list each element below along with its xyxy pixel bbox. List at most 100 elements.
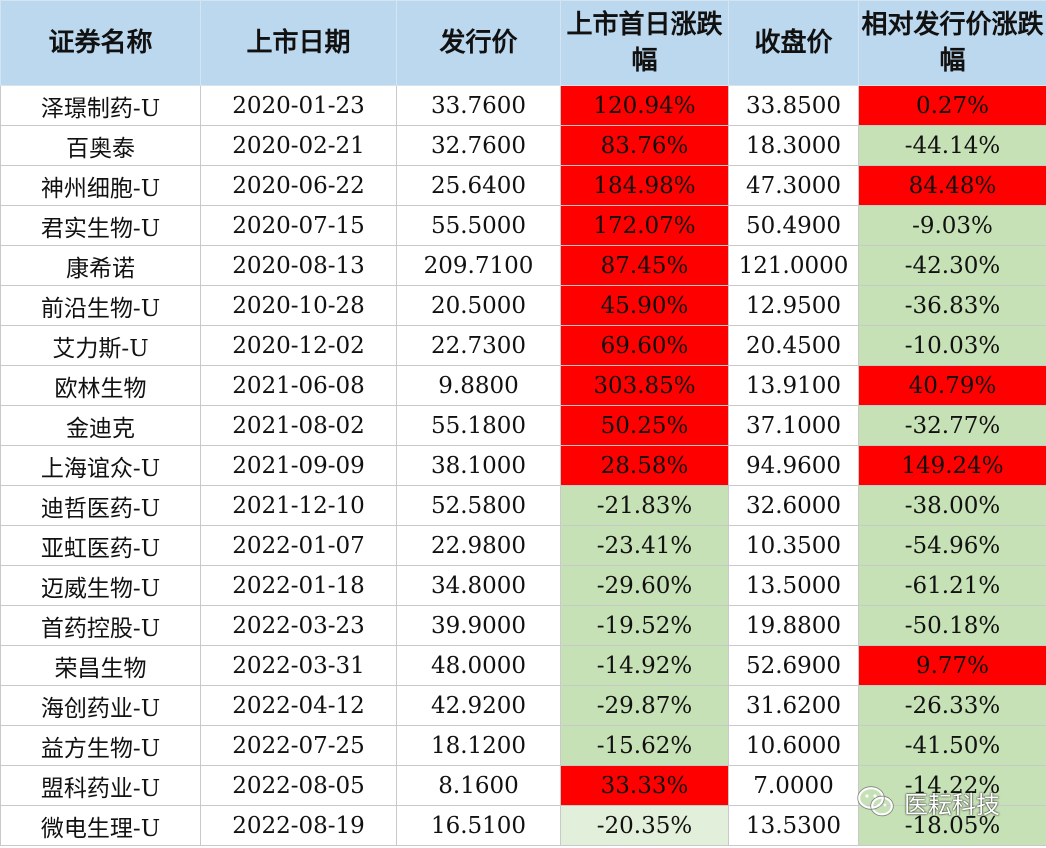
cell-first-day-change: 184.98% — [560, 165, 729, 206]
cell-close-price: 10.3500 — [728, 525, 859, 566]
cell-listing-date: 2022-08-05 — [200, 765, 397, 806]
cell-first-day-change: 172.07% — [560, 205, 729, 246]
cell-change-vs-issue: -36.83% — [858, 285, 1046, 326]
cell-security-name: 益方生物-U — [0, 725, 201, 766]
header-security-name: 证券名称 — [0, 0, 201, 86]
header-issue-price: 发行价 — [396, 0, 561, 86]
cell-close-price: 31.6200 — [728, 685, 859, 726]
cell-issue-price: 55.1800 — [396, 405, 561, 446]
cell-first-day-change: -21.83% — [560, 485, 729, 526]
header-close-price: 收盘价 — [728, 0, 859, 86]
cell-close-price: 50.4900 — [728, 205, 859, 246]
cell-security-name: 艾力斯-U — [0, 325, 201, 366]
cell-change-vs-issue: 84.48% — [858, 165, 1046, 206]
cell-security-name: 君实生物-U — [0, 205, 201, 246]
cell-change-vs-issue: -42.30% — [858, 245, 1046, 286]
header-first-day-change: 上市首日涨跌幅 — [560, 0, 729, 86]
cell-close-price: 10.6000 — [728, 725, 859, 766]
table-row: 金迪克 2021-08-02 55.1800 50.25% 37.1000 -32.77% — [0, 405, 1046, 446]
cell-listing-date: 2020-12-02 — [200, 325, 397, 366]
cell-issue-price: 25.6400 — [396, 165, 561, 206]
cell-first-day-change: -23.41% — [560, 525, 729, 566]
cell-issue-price: 8.1600 — [396, 765, 561, 806]
cell-first-day-change: 83.76% — [560, 125, 729, 166]
table-row: 康希诺 2020-08-13 209.7100 87.45% 121.0000 -42.3… — [0, 245, 1046, 286]
cell-first-day-change: 28.58% — [560, 445, 729, 486]
table-row: 迪哲医药-U 2021-12-10 52.5800 -21.83% 32.6000 -38… — [0, 485, 1046, 526]
cell-change-vs-issue: -44.14% — [858, 125, 1046, 166]
cell-security-name: 亚虹医药-U — [0, 525, 201, 566]
table-row: 艾力斯-U 2020-12-02 22.7300 69.60% 20.4500 -10.0… — [0, 325, 1046, 366]
cell-security-name: 康希诺 — [0, 245, 201, 286]
cell-security-name: 前沿生物-U — [0, 285, 201, 326]
cell-close-price: 19.8800 — [728, 605, 859, 646]
cell-close-price: 37.1000 — [728, 405, 859, 446]
cell-close-price: 7.0000 — [728, 765, 859, 806]
cell-close-price: 33.8500 — [728, 85, 859, 126]
cell-first-day-change: 45.90% — [560, 285, 729, 326]
cell-listing-date: 2020-06-22 — [200, 165, 397, 206]
cell-close-price: 18.3000 — [728, 125, 859, 166]
cell-listing-date: 2022-07-25 — [200, 725, 397, 766]
cell-issue-price: 52.5800 — [396, 485, 561, 526]
cell-security-name: 荣昌生物 — [0, 645, 201, 686]
cell-first-day-change: -19.52% — [560, 605, 729, 646]
table-row: 泽璟制药-U 2020-01-23 33.7600 120.94% 33.8500 0.2… — [0, 85, 1046, 126]
cell-security-name: 神州细胞-U — [0, 165, 201, 206]
cell-issue-price: 48.0000 — [396, 645, 561, 686]
table-row: 欧林生物 2021-06-08 9.8800 303.85% 13.9100 40.79% — [0, 365, 1046, 406]
cell-issue-price: 42.9200 — [396, 685, 561, 726]
cell-listing-date: 2022-03-31 — [200, 645, 397, 686]
table-body: 泽璟制药-U 2020-01-23 33.7600 120.94% 33.8500 0.2… — [0, 85, 1046, 846]
cell-change-vs-issue: 149.24% — [858, 445, 1046, 486]
cell-change-vs-issue: -61.21% — [858, 565, 1046, 606]
table-row: 神州细胞-U 2020-06-22 25.6400 184.98% 47.3000 84.… — [0, 165, 1046, 206]
cell-issue-price: 20.5000 — [396, 285, 561, 326]
cell-security-name: 百奥泰 — [0, 125, 201, 166]
cell-close-price: 52.6900 — [728, 645, 859, 686]
cell-change-vs-issue: -50.18% — [858, 605, 1046, 646]
cell-close-price: 13.5300 — [728, 805, 859, 846]
cell-security-name: 迪哲医药-U — [0, 485, 201, 526]
cell-security-name: 泽璟制药-U — [0, 85, 201, 126]
cell-security-name: 海创药业-U — [0, 685, 201, 726]
cell-change-vs-issue: -10.03% — [858, 325, 1046, 366]
cell-first-day-change: 87.45% — [560, 245, 729, 286]
cell-listing-date: 2020-02-21 — [200, 125, 397, 166]
cell-issue-price: 38.1000 — [396, 445, 561, 486]
cell-close-price: 121.0000 — [728, 245, 859, 286]
cell-issue-price: 22.9800 — [396, 525, 561, 566]
cell-close-price: 12.9500 — [728, 285, 859, 326]
table-row: 微电生理-U 2022-08-19 16.5100 -20.35% 13.5300 -18… — [0, 805, 1046, 846]
cell-security-name: 迈威生物-U — [0, 565, 201, 606]
cell-change-vs-issue: -9.03% — [858, 205, 1046, 246]
cell-change-vs-issue: -32.77% — [858, 405, 1046, 446]
cell-issue-price: 18.1200 — [396, 725, 561, 766]
cell-listing-date: 2022-04-12 — [200, 685, 397, 726]
cell-issue-price: 16.5100 — [396, 805, 561, 846]
cell-security-name: 微电生理-U — [0, 805, 201, 846]
cell-change-vs-issue: -14.22% — [858, 765, 1046, 806]
cell-listing-date: 2020-01-23 — [200, 85, 397, 126]
cell-first-day-change: 303.85% — [560, 365, 729, 406]
cell-change-vs-issue: 40.79% — [858, 365, 1046, 406]
cell-first-day-change: 50.25% — [560, 405, 729, 446]
cell-listing-date: 2021-08-02 — [200, 405, 397, 446]
cell-first-day-change: -29.60% — [560, 565, 729, 606]
table-row: 百奥泰 2020-02-21 32.7600 83.76% 18.3000 -44.14% — [0, 125, 1046, 166]
table-row: 盟科药业-U 2022-08-05 8.1600 33.33% 7.0000 -14.22… — [0, 765, 1046, 806]
cell-issue-price: 39.9000 — [396, 605, 561, 646]
table-row: 益方生物-U 2022-07-25 18.1200 -15.62% 10.6000 -41… — [0, 725, 1046, 766]
cell-change-vs-issue: -18.05% — [858, 805, 1046, 846]
cell-security-name: 上海谊众-U — [0, 445, 201, 486]
cell-first-day-change: -15.62% — [560, 725, 729, 766]
header-change-vs-issue: 相对发行价涨跌幅 — [858, 0, 1046, 86]
cell-issue-price: 32.7600 — [396, 125, 561, 166]
cell-change-vs-issue: 0.27% — [858, 85, 1046, 126]
cell-first-day-change: -20.35% — [560, 805, 729, 846]
cell-security-name: 首药控股-U — [0, 605, 201, 646]
cell-close-price: 32.6000 — [728, 485, 859, 526]
cell-listing-date: 2020-10-28 — [200, 285, 397, 326]
cell-change-vs-issue: -26.33% — [858, 685, 1046, 726]
cell-first-day-change: -29.87% — [560, 685, 729, 726]
